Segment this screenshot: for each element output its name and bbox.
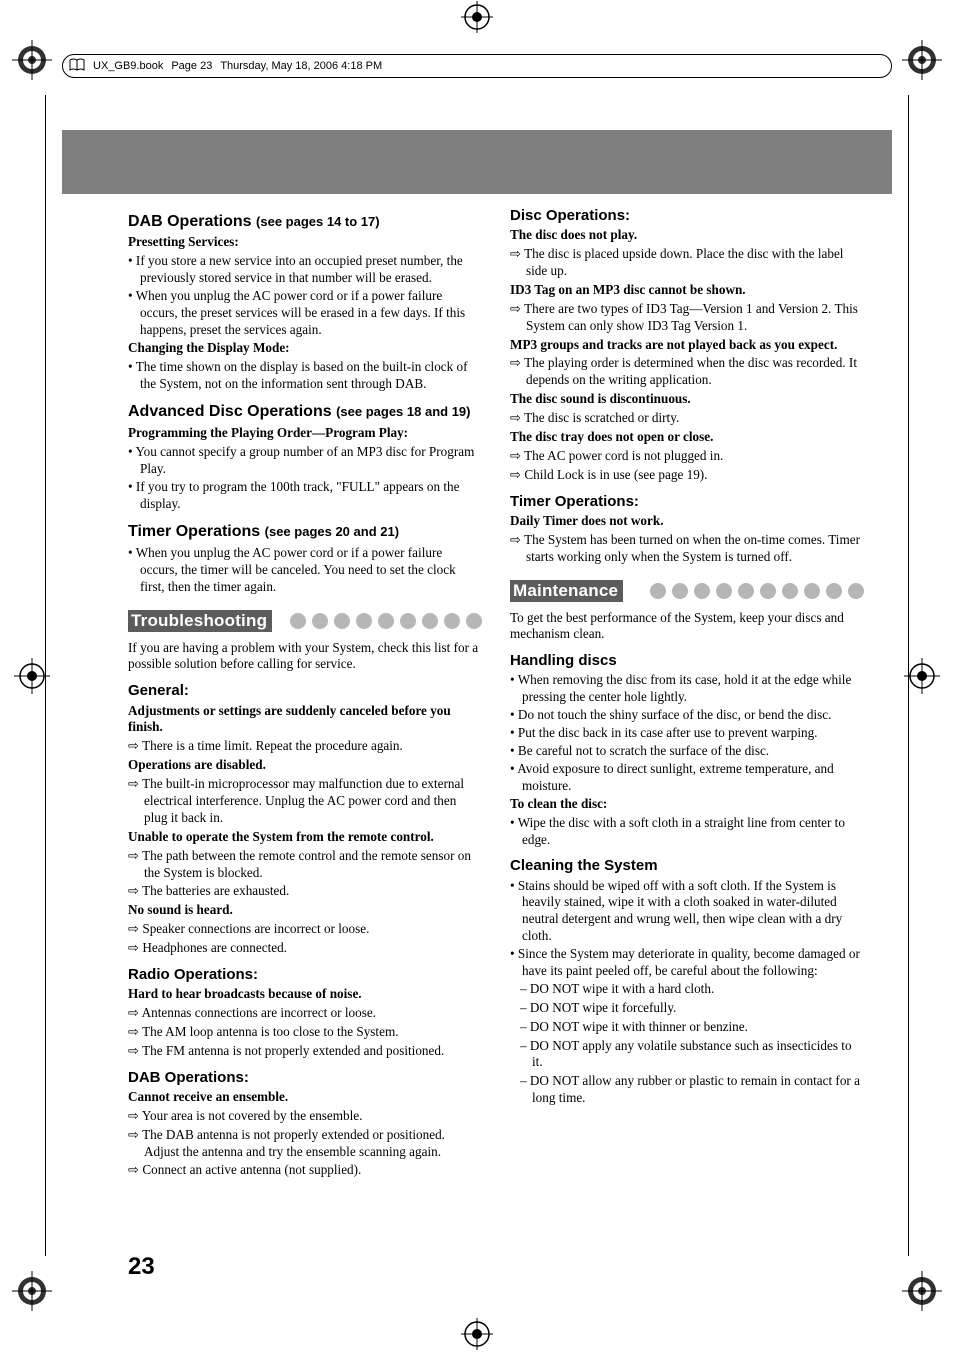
- subhead: Programming the Playing Order—Program Pl…: [128, 425, 482, 442]
- answer: There are two types of ID3 Tag—Version 1…: [510, 301, 864, 335]
- question: Cannot receive an ensemble.: [128, 1089, 482, 1106]
- page-number: 23: [128, 1253, 155, 1281]
- dash-item: – DO NOT allow any rubber or plastic to …: [510, 1073, 864, 1107]
- heading-radio-operations: Radio Operations:: [128, 965, 482, 984]
- bullet-item: When removing the disc from its case, ho…: [510, 672, 864, 706]
- intro-text: If you are having a problem with your Sy…: [128, 640, 482, 674]
- section-maintenance: Maintenance Maintenance: [510, 580, 864, 602]
- answer: The path between the remote control and …: [128, 848, 482, 882]
- dash-item: – DO NOT apply any volatile substance su…: [510, 1038, 864, 1072]
- answer: The FM antenna is not properly extended …: [128, 1043, 482, 1060]
- trim-line: [908, 95, 918, 1256]
- crop-mark-icon: [461, 1, 493, 33]
- question: Hard to hear broadcasts because of noise…: [128, 986, 482, 1003]
- subhead: Changing the Display Mode:: [128, 340, 482, 357]
- bullet-item: Do not touch the shiny surface of the di…: [510, 707, 864, 724]
- header-page: Page 23: [171, 60, 212, 72]
- question: Daily Timer does not work.: [510, 513, 864, 530]
- bullet-item: Avoid exposure to direct sunlight, extre…: [510, 761, 864, 795]
- answer: The disc is placed upside down. Place th…: [510, 246, 864, 280]
- answer: There is a time limit. Repeat the proced…: [128, 738, 482, 755]
- crop-mark-icon: [12, 656, 52, 696]
- question: MP3 groups and tracks are not played bac…: [510, 337, 864, 354]
- heading-timer-operations: Timer Operations (see pages 20 and 21): [128, 522, 482, 542]
- answer: The disc is scratched or dirty.: [510, 410, 864, 427]
- bullet-item: The time shown on the display is based o…: [128, 359, 482, 393]
- bullet-item: You cannot specify a group number of an …: [128, 444, 482, 478]
- dash-item: – DO NOT wipe it with a hard cloth.: [510, 981, 864, 998]
- bullet-item: Stains should be wiped off with a soft c…: [510, 878, 864, 946]
- answer: Child Lock is in use (see page 19).: [510, 467, 864, 484]
- crop-mark-icon: [902, 40, 942, 80]
- dash-item: – DO NOT wipe it with thinner or benzine…: [510, 1019, 864, 1036]
- header-timestamp: Thursday, May 18, 2006 4:18 PM: [220, 60, 382, 72]
- bullet-item: When you unplug the AC power cord or if …: [128, 545, 482, 596]
- answer: The System has been turned on when the o…: [510, 532, 864, 566]
- answer: Headphones are connected.: [128, 940, 482, 957]
- heading-dab-operations: DAB Operations (see pages 14 to 17): [128, 212, 482, 232]
- question: Adjustments or settings are suddenly can…: [128, 703, 482, 737]
- crop-mark-icon: [902, 1271, 942, 1311]
- question: The disc tray does not open or close.: [510, 429, 864, 446]
- answer: The AC power cord is not plugged in.: [510, 448, 864, 465]
- header-filename: UX_GB9.book: [93, 60, 163, 72]
- book-icon: [69, 58, 85, 75]
- intro-text: To get the best performance of the Syste…: [510, 610, 864, 644]
- heading-dab-operations-ts: DAB Operations:: [128, 1068, 482, 1087]
- section-troubleshooting: Troubleshooting Troubleshooting: [128, 610, 482, 632]
- answer: The DAB antenna is not properly extended…: [128, 1127, 482, 1161]
- heading-general: General:: [128, 681, 482, 700]
- header-band: [62, 130, 892, 194]
- bullet-item: If you store a new service into an occup…: [128, 253, 482, 287]
- question: No sound is heard.: [128, 902, 482, 919]
- bullet-item: Wipe the disc with a soft cloth in a str…: [510, 815, 864, 849]
- subhead: Presetting Services:: [128, 234, 482, 251]
- answer: Your area is not covered by the ensemble…: [128, 1108, 482, 1125]
- bullet-item: If you try to program the 100th track, "…: [128, 479, 482, 513]
- trim-line: [36, 95, 46, 1256]
- crop-mark-icon: [461, 1318, 493, 1350]
- framemaker-header: UX_GB9.book Page 23 Thursday, May 18, 20…: [62, 54, 892, 78]
- question: The disc does not play.: [510, 227, 864, 244]
- question: Operations are disabled.: [128, 757, 482, 774]
- question: ID3 Tag on an MP3 disc cannot be shown.: [510, 282, 864, 299]
- subhead: To clean the disc:: [510, 796, 864, 813]
- answer: The AM loop antenna is too close to the …: [128, 1024, 482, 1041]
- heading-advanced-disc: Advanced Disc Operations (see pages 18 a…: [128, 402, 482, 422]
- answer: The batteries are exhausted.: [128, 883, 482, 900]
- answer: Antennas connections are incorrect or lo…: [128, 1005, 482, 1022]
- heading-cleaning-system: Cleaning the System: [510, 856, 864, 875]
- heading-disc-operations: Disc Operations:: [510, 206, 864, 225]
- right-column: Disc Operations: The disc does not play.…: [510, 206, 864, 1241]
- left-column: DAB Operations (see pages 14 to 17) Pres…: [128, 206, 482, 1241]
- question: Unable to operate the System from the re…: [128, 829, 482, 846]
- answer: Connect an active antenna (not supplied)…: [128, 1162, 482, 1179]
- bullet-item: Be careful not to scratch the surface of…: [510, 743, 864, 760]
- heading-timer-operations-ts: Timer Operations:: [510, 492, 864, 511]
- answer: The playing order is determined when the…: [510, 355, 864, 389]
- answer: Speaker connections are incorrect or loo…: [128, 921, 482, 938]
- dash-item: – DO NOT wipe it forcefully.: [510, 1000, 864, 1017]
- crop-mark-icon: [12, 40, 52, 80]
- crop-mark-icon: [12, 1271, 52, 1311]
- question: The disc sound is discontinuous.: [510, 391, 864, 408]
- bullet-item: When you unplug the AC power cord or if …: [128, 288, 482, 339]
- bullet-item: Put the disc back in its case after use …: [510, 725, 864, 742]
- page-body: DAB Operations (see pages 14 to 17) Pres…: [128, 206, 864, 1241]
- answer: The built-in microprocessor may malfunct…: [128, 776, 482, 827]
- heading-handling-discs: Handling discs: [510, 651, 864, 670]
- bullet-item: Since the System may deteriorate in qual…: [510, 946, 864, 980]
